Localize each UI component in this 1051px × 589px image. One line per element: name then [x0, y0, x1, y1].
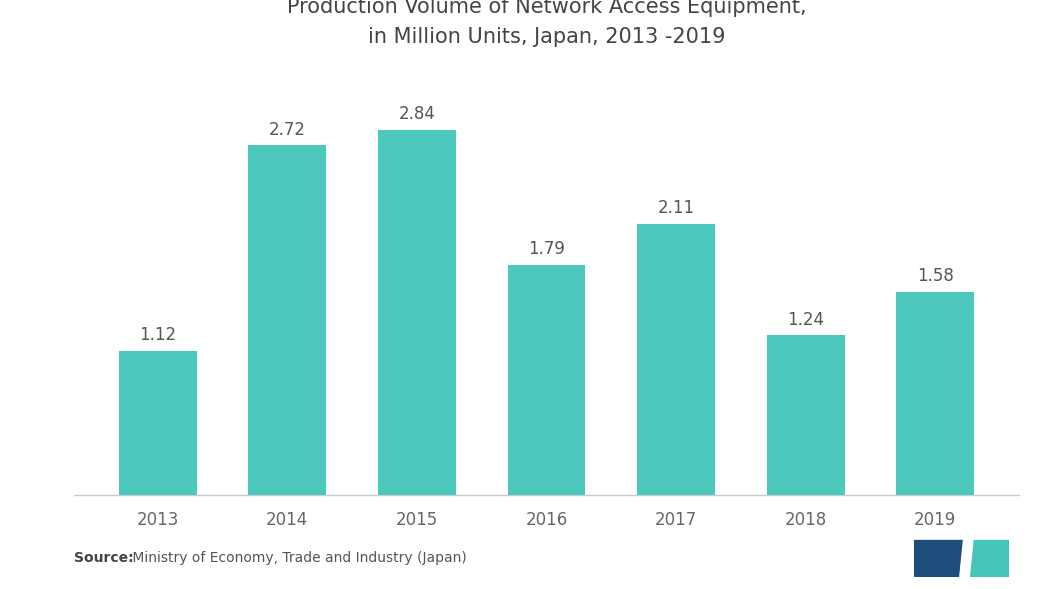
Bar	[248, 145, 326, 495]
Text: 2.11: 2.11	[658, 199, 695, 217]
Bar	[508, 264, 585, 495]
Text: 1.79: 1.79	[528, 240, 565, 259]
Title: Production Volume of Network Access Equipment,
in Million Units, Japan, 2013 -20: Production Volume of Network Access Equi…	[287, 0, 806, 47]
Text: Source:: Source:	[74, 551, 133, 565]
Text: 1.12: 1.12	[139, 326, 177, 345]
Text: 1.24: 1.24	[787, 311, 824, 329]
Text: 2.72: 2.72	[269, 121, 306, 139]
Text: 2.84: 2.84	[398, 105, 435, 123]
Text: 1.58: 1.58	[916, 267, 953, 285]
Polygon shape	[914, 540, 964, 577]
Polygon shape	[960, 540, 973, 577]
Bar	[119, 351, 197, 495]
Bar	[637, 224, 715, 495]
Bar	[897, 292, 974, 495]
Polygon shape	[969, 540, 1009, 577]
Bar	[767, 335, 845, 495]
Text: Ministry of Economy, Trade and Industry (Japan): Ministry of Economy, Trade and Industry …	[128, 551, 467, 565]
Bar	[378, 130, 456, 495]
